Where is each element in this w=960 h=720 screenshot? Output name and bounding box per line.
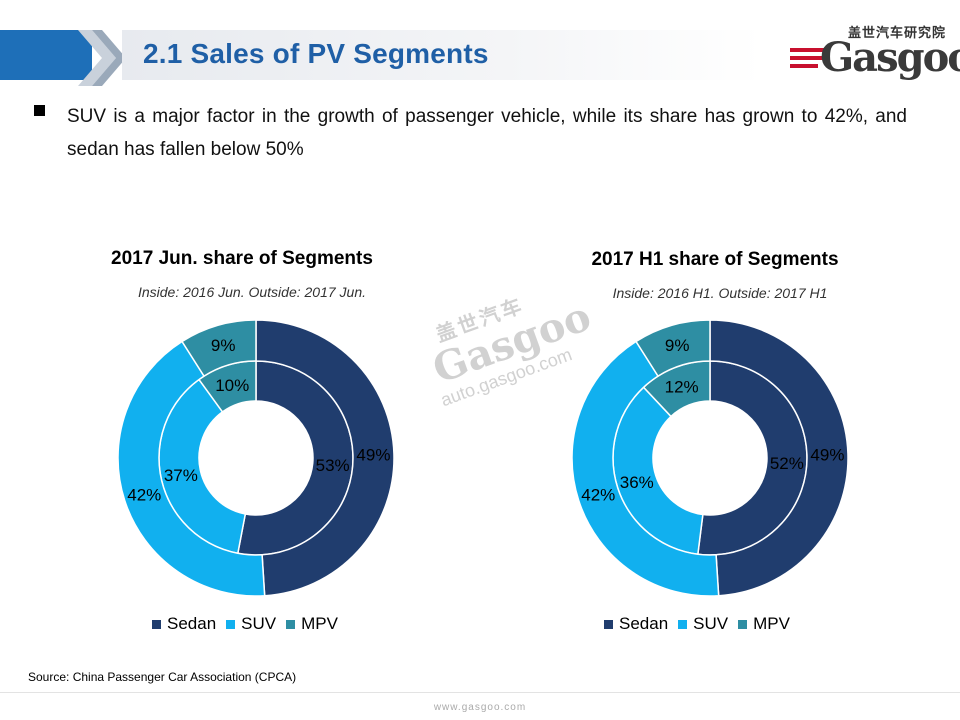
- chart-1-outer-slice-mpv: [181, 319, 257, 378]
- chart-1-outer-label-sedan: 49%: [356, 445, 390, 464]
- gasgoo-logo: 盖世汽车研究院 Gasgoo: [790, 20, 960, 84]
- legend-swatch-mpv: [286, 619, 296, 629]
- legend-item-mpv: MPV: [738, 614, 790, 634]
- chart-1-inner-label-sedan: 53%: [316, 456, 350, 475]
- legend-label-sedan: Sedan: [619, 614, 669, 633]
- chart-2-outer-slice-sedan: [709, 319, 849, 597]
- chart-1-outer-slice-suv: [117, 340, 266, 597]
- chart-1-outer-slice-sedan: [255, 319, 395, 597]
- title-accent-bar: [0, 30, 92, 80]
- title-background: [122, 30, 762, 80]
- chart-2-outer-label-sedan: 49%: [810, 445, 844, 464]
- chart-1-outer-label-mpv: 9%: [211, 336, 236, 355]
- legend-label-suv: SUV: [693, 614, 729, 633]
- chart-2-title: 2017 H1 share of Segments: [591, 249, 839, 270]
- logo-chinese-text: 盖世汽车研究院: [848, 26, 947, 41]
- chart-2-outer-label-suv: 42%: [581, 485, 615, 504]
- chart-2-inner-label-mpv: 12%: [665, 377, 699, 396]
- chart-1-inner-label-mpv: 10%: [215, 376, 249, 395]
- legend-item-sedan: Sedan: [604, 614, 668, 634]
- source-note: Source: China Passenger Car Association …: [28, 670, 297, 684]
- legend-label-suv: SUV: [241, 614, 277, 633]
- chart-2-subtitle: Inside: 2016 H1. Outside: 2017 H1: [612, 285, 828, 301]
- legend-item-suv: SUV: [226, 614, 276, 634]
- legend-swatch-suv: [678, 619, 688, 629]
- bullet-square-icon: [34, 105, 45, 116]
- header: 2.1 Sales of PV Segments 盖世汽车研究院 Gasgoo: [0, 0, 960, 86]
- chart-2-inner-label-suv: 36%: [620, 473, 654, 492]
- chart-2-inner-label-sedan: 52%: [770, 454, 804, 473]
- legend-item-sedan: Sedan: [152, 614, 216, 634]
- chart-1-subtitle: Inside: 2016 Jun. Outside: 2017 Jun.: [137, 284, 367, 300]
- chart-2-legend: Sedan SUV MPV: [604, 614, 790, 634]
- legend-label-mpv: MPV: [753, 614, 790, 633]
- legend-item-mpv: MPV: [286, 614, 338, 634]
- legend-swatch-mpv: [738, 619, 748, 629]
- legend-label-mpv: MPV: [301, 614, 338, 633]
- footer-url: www.gasgoo.com: [433, 702, 527, 713]
- page-title: 2.1 Sales of PV Segments: [143, 38, 489, 69]
- bullet-text: SUV is a major factor in the growth of p…: [67, 106, 907, 160]
- legend-label-sedan: Sedan: [167, 614, 217, 633]
- legend-swatch-suv: [226, 619, 236, 629]
- legend-swatch-sedan: [152, 619, 161, 629]
- chart-2-outer-slice-suv: [571, 340, 720, 597]
- legend-swatch-sedan: [604, 619, 613, 629]
- chevron-right-icon: [78, 30, 126, 86]
- logo-wordmark: Gasgoo: [820, 34, 960, 81]
- chart-1-legend: Sedan SUV MPV: [152, 614, 338, 634]
- chart-2-outer-slice-mpv: [635, 319, 711, 378]
- logo-stripes-icon: [790, 48, 830, 74]
- chart-1-inner-label-suv: 37%: [164, 466, 198, 485]
- footer-divider: [0, 692, 960, 693]
- chart-2-outer-label-mpv: 9%: [665, 336, 690, 355]
- chart-1-title: 2017 Jun. share of Segments: [111, 248, 373, 269]
- legend-item-suv: SUV: [678, 614, 728, 634]
- chart-1-outer-label-suv: 42%: [127, 485, 161, 504]
